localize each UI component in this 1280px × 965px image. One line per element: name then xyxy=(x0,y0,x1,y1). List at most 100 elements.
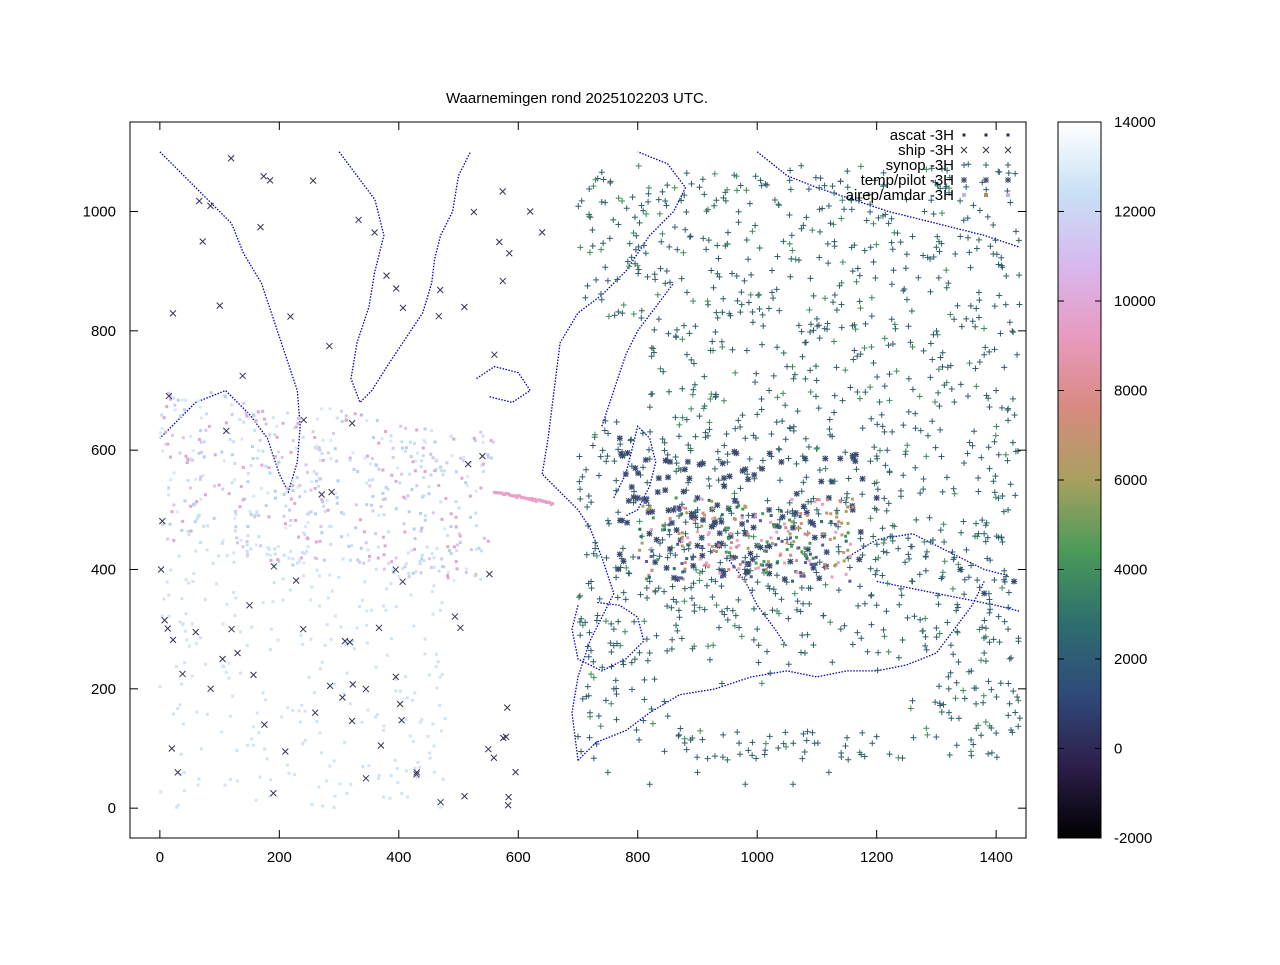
ascat-point xyxy=(178,620,182,624)
synop-point xyxy=(954,601,961,608)
synop-point xyxy=(856,583,863,590)
ascat-point xyxy=(289,550,293,554)
ascat-point xyxy=(434,665,438,669)
ascat-point xyxy=(220,730,224,734)
ascat-point xyxy=(479,577,483,581)
synop-point xyxy=(835,587,842,594)
airep-point xyxy=(533,497,537,501)
synop-point xyxy=(585,492,592,499)
synop-point xyxy=(990,636,997,643)
ship-point xyxy=(169,636,177,644)
synop-point xyxy=(631,618,638,625)
ascat-point xyxy=(433,469,437,473)
airep-point xyxy=(807,559,811,563)
ascat-point xyxy=(273,433,277,437)
synop-point xyxy=(672,552,679,559)
ascat-point xyxy=(275,424,279,428)
ascat-point xyxy=(437,484,441,488)
x-tick-label: 0 xyxy=(156,849,164,866)
synop-point xyxy=(998,254,1005,261)
synop-point xyxy=(826,416,833,423)
synop-point xyxy=(719,754,726,761)
ascat-point xyxy=(377,513,381,517)
synop-point xyxy=(676,614,683,621)
observation-points xyxy=(157,154,1023,809)
synop-point xyxy=(662,280,669,287)
airep-point xyxy=(683,561,687,565)
ascat-point xyxy=(285,486,289,490)
ascat-point xyxy=(186,529,190,533)
ascat-point xyxy=(450,454,454,458)
airep-point xyxy=(846,505,850,509)
ascat-point xyxy=(217,554,221,558)
synop-point xyxy=(756,291,763,298)
airep-point xyxy=(639,535,643,539)
synop-point xyxy=(961,460,968,467)
synop-point xyxy=(982,719,989,726)
ascat-point xyxy=(164,430,168,434)
synop-point xyxy=(768,431,775,438)
coastline xyxy=(601,282,675,427)
synop-point xyxy=(721,442,728,449)
ascat-point xyxy=(199,475,203,479)
ascat-point xyxy=(267,547,271,551)
coastline xyxy=(726,557,788,648)
synop-point xyxy=(686,234,693,241)
synop-point xyxy=(905,408,912,415)
ascat-point xyxy=(365,503,369,507)
airep-point xyxy=(734,555,738,559)
colorbar-tick-label: 10000 xyxy=(1114,293,1156,310)
synop-point xyxy=(799,632,806,639)
synop-point xyxy=(737,182,744,189)
temp-pilot-point xyxy=(751,471,758,478)
synop-point xyxy=(610,642,617,649)
temp-pilot-point xyxy=(873,494,880,501)
synop-point xyxy=(672,333,679,340)
ascat-point xyxy=(441,564,445,568)
temp-pilot-point xyxy=(828,478,835,485)
temp-pilot-point xyxy=(616,551,623,558)
ascat-point xyxy=(199,747,203,751)
ascat-point xyxy=(414,459,418,463)
synop-point xyxy=(595,712,602,719)
synop-point xyxy=(936,403,943,410)
ascat-point xyxy=(332,759,336,763)
ascat-point xyxy=(432,565,436,569)
ascat-point xyxy=(167,391,171,395)
ascat-point xyxy=(461,459,465,463)
synop-point xyxy=(935,274,942,281)
ascat-point xyxy=(482,536,486,540)
synop-point xyxy=(611,458,618,465)
synop-point xyxy=(805,498,812,505)
ascat-point xyxy=(390,473,394,477)
ascat-point xyxy=(413,691,417,695)
ascat-point xyxy=(182,789,186,793)
synop-point xyxy=(713,602,720,609)
synop-point xyxy=(663,202,670,209)
ascat-point xyxy=(413,766,417,770)
synop-point xyxy=(891,523,898,530)
synop-point xyxy=(963,546,970,553)
ascat-point xyxy=(464,571,468,575)
synop-point xyxy=(647,428,654,435)
ascat-point xyxy=(305,536,309,540)
synop-point xyxy=(791,371,798,378)
temp-pilot-point xyxy=(747,550,754,557)
ascat-point xyxy=(481,469,485,473)
synop-point xyxy=(588,499,595,506)
synop-point xyxy=(645,184,652,191)
synop-point xyxy=(871,505,878,512)
ascat-point xyxy=(268,433,272,437)
ascat-point xyxy=(402,495,406,499)
airep-point xyxy=(743,504,747,508)
synop-point xyxy=(845,555,852,562)
airep-point xyxy=(830,575,834,579)
airep-point xyxy=(759,563,763,567)
airep-point xyxy=(638,497,642,501)
synop-point xyxy=(622,628,629,635)
ascat-point xyxy=(302,530,306,534)
synop-point xyxy=(577,244,584,251)
synop-point xyxy=(704,298,711,305)
airep-point xyxy=(816,498,820,502)
synop-point xyxy=(957,197,964,204)
